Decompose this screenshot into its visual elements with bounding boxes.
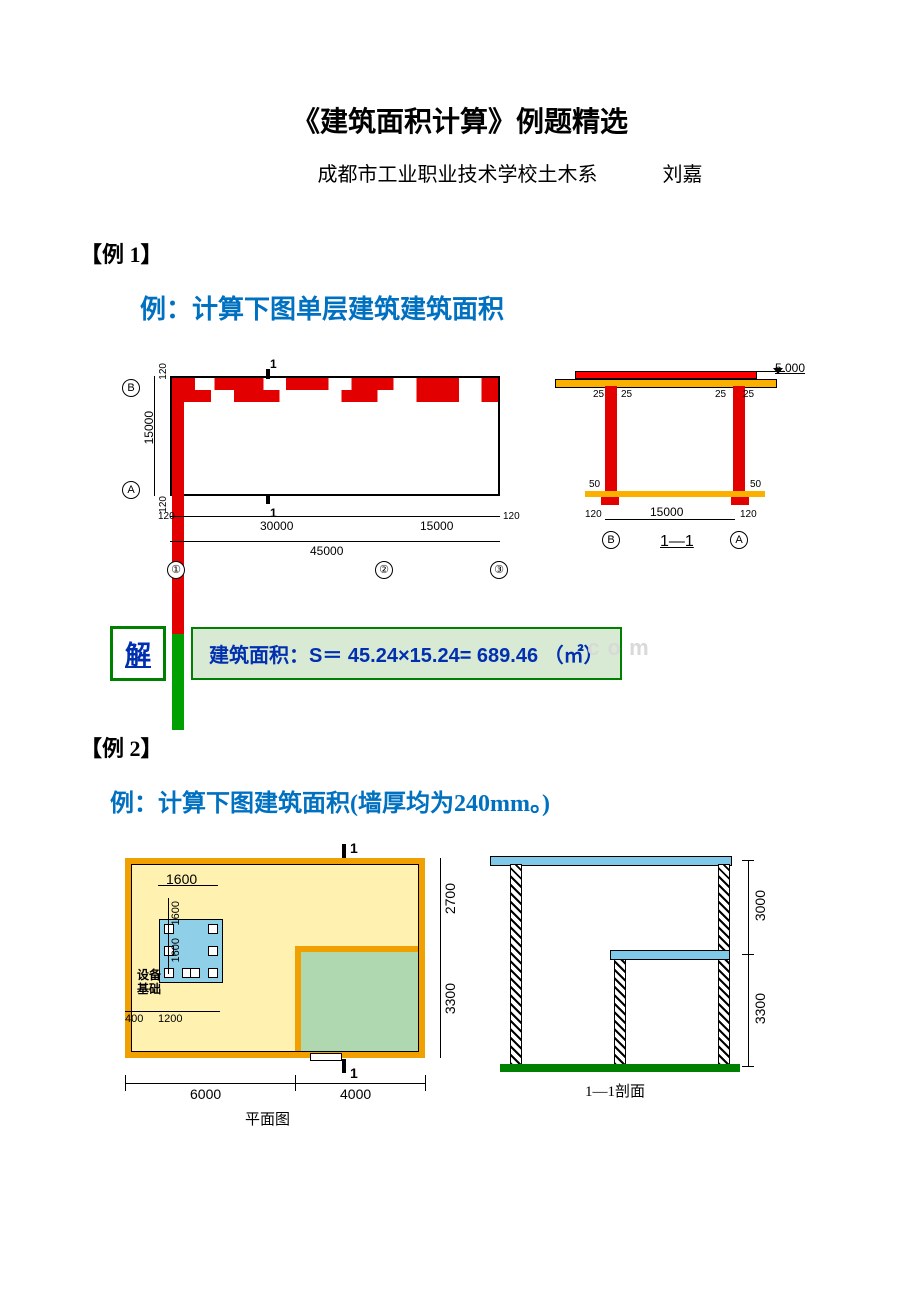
- dim-line-v: [154, 376, 155, 496]
- cut-tick-bot: [266, 494, 270, 504]
- dim-15000: 15000: [420, 519, 453, 533]
- example-1-figure: 1 1 15000 120 120 B A 30000 15000 45000 …: [110, 351, 810, 601]
- solution-box: 建筑面积：S＝ 45.24×15.24= 689.46 （㎡） c o m: [191, 627, 622, 680]
- dim-line-h1: [170, 516, 500, 517]
- d2-3300: 3300: [442, 983, 458, 1014]
- d2-bot-line: [125, 1083, 425, 1084]
- solution-text: 建筑面积：S＝ 45.24×15.24= 689.46 （㎡）: [209, 645, 604, 667]
- author-name: 刘嘉: [663, 158, 703, 187]
- equip-label: 设备 基础: [130, 968, 168, 996]
- s1-axis-a: A: [730, 531, 748, 549]
- dim-line-h2: [170, 541, 500, 542]
- section-2: 3000 3300 1—1剖面: [490, 848, 770, 1098]
- plan1-top-wall: [172, 378, 498, 390]
- equip-label-1: 设备: [137, 968, 161, 982]
- elev-triangle: [773, 368, 783, 374]
- d2-tick-m: [295, 1075, 296, 1091]
- s1-120-r: 120: [740, 509, 757, 520]
- d2-tick-l: [125, 1075, 126, 1091]
- s1-25-d: 25: [743, 389, 754, 400]
- d2-right-line: [440, 858, 441, 1058]
- d2-2700: 2700: [442, 883, 458, 914]
- s1-dim-line: [605, 519, 735, 520]
- cut2-tick-top: [342, 844, 346, 858]
- s1-25-c: 25: [715, 389, 726, 400]
- d2-400: 400: [125, 1013, 143, 1025]
- s1-axis-b: B: [602, 531, 620, 549]
- plan-1: [170, 376, 500, 496]
- d2-1200: 1200: [158, 1013, 182, 1025]
- dim-120-bl2: 120: [158, 511, 175, 522]
- cut2-tick-bot: [342, 1059, 346, 1073]
- s2-floor: [500, 1064, 740, 1072]
- s1-foundation-l: [601, 497, 619, 505]
- plan1-left-wall: [172, 402, 184, 518]
- example-2-title: 例：计算下图建筑面积(墙厚均为240mm。): [110, 783, 840, 818]
- example-2-marker: 【例 2】: [80, 731, 840, 763]
- s2-slab: [610, 950, 730, 960]
- solution-1: 解 建筑面积：S＝ 45.24×15.24= 689.46 （㎡） c o m: [110, 626, 840, 681]
- axis-row-a: A: [122, 481, 140, 499]
- s1-foundation-r: [731, 497, 749, 505]
- example-1-title: 例：计算下图单层建筑建筑面积: [140, 289, 840, 326]
- s1-dim-15000: 15000: [650, 505, 683, 519]
- s1-50-r: 50: [750, 479, 761, 490]
- dim-30000: 30000: [260, 519, 293, 533]
- axis-col-2: ②: [375, 561, 393, 579]
- plan2-caption: 平面图: [245, 1108, 290, 1129]
- s1-wall-left: [605, 386, 617, 491]
- s1-25-b: 25: [621, 389, 632, 400]
- equip-label-2: 基础: [137, 982, 161, 996]
- door-1: [310, 1053, 342, 1061]
- cut2-num-top: 1: [350, 840, 358, 856]
- school-name: 成都市工业职业技术学校土木系: [318, 164, 598, 186]
- s2-wall-l: [510, 864, 522, 1066]
- s2-t2: [742, 954, 754, 955]
- s1-50-l: 50: [589, 479, 600, 490]
- s1-wall-right: [733, 386, 745, 491]
- cut-tick-top: [266, 369, 270, 379]
- d2-equip-b-line: [125, 1011, 220, 1012]
- d2-6000: 6000: [190, 1086, 221, 1102]
- axis-col-1: ①: [167, 561, 185, 579]
- dim-120-br: 120: [503, 511, 520, 522]
- d2-equip-top: 1600: [170, 901, 182, 925]
- cut2-num-bot: 1: [350, 1065, 358, 1081]
- s2-wall-r: [718, 864, 730, 1066]
- s2-t1: [742, 860, 754, 861]
- axis-col-3: ③: [490, 561, 508, 579]
- plan1-mid-partition: [172, 634, 184, 730]
- section2-caption: 1—1剖面: [585, 1080, 645, 1101]
- s2-roof: [490, 856, 732, 866]
- s2-3300: 3300: [752, 993, 768, 1024]
- dim-45000: 45000: [310, 544, 343, 558]
- doc-title: 《建筑面积计算》例题精选: [80, 100, 840, 140]
- doc-subtitle: 成都市工业职业技术学校土木系 刘嘉: [80, 158, 840, 187]
- cut-mark-top: 1: [270, 357, 277, 371]
- s2-dim-line: [748, 860, 749, 1066]
- s1-25-a: 25: [593, 389, 604, 400]
- plan1-bottom-wall: [172, 390, 498, 402]
- s2-t3: [742, 1066, 754, 1067]
- s1-ridge: [575, 371, 757, 379]
- dim-120-tl: 120: [158, 363, 169, 380]
- s1-120-l: 120: [585, 509, 602, 520]
- s1-label: 1—1: [660, 533, 694, 551]
- s2-wall-m: [614, 956, 626, 1066]
- example-2-figure: 设备 基础 1 1 1600 1600 1600 400 1200 2700 3…: [110, 843, 830, 1143]
- d2-equip-w: 1600: [166, 871, 197, 887]
- d2-equip-v-line: [168, 898, 169, 974]
- d2-equip-h: 1600: [170, 938, 182, 962]
- cut-mark-bot: 1: [270, 506, 277, 520]
- d2-4000: 4000: [340, 1086, 371, 1102]
- solution-label: 解: [110, 626, 166, 681]
- plan2-inner-room: [295, 946, 425, 1058]
- axis-row-b: B: [122, 379, 140, 397]
- section-1-1: 5.000 25 25 25 25 50 50 15000 120 120 B …: [555, 371, 775, 551]
- s2-3000: 3000: [752, 890, 768, 921]
- d2-tick-r: [425, 1075, 426, 1091]
- example-1-marker: 【例 1】: [80, 237, 840, 269]
